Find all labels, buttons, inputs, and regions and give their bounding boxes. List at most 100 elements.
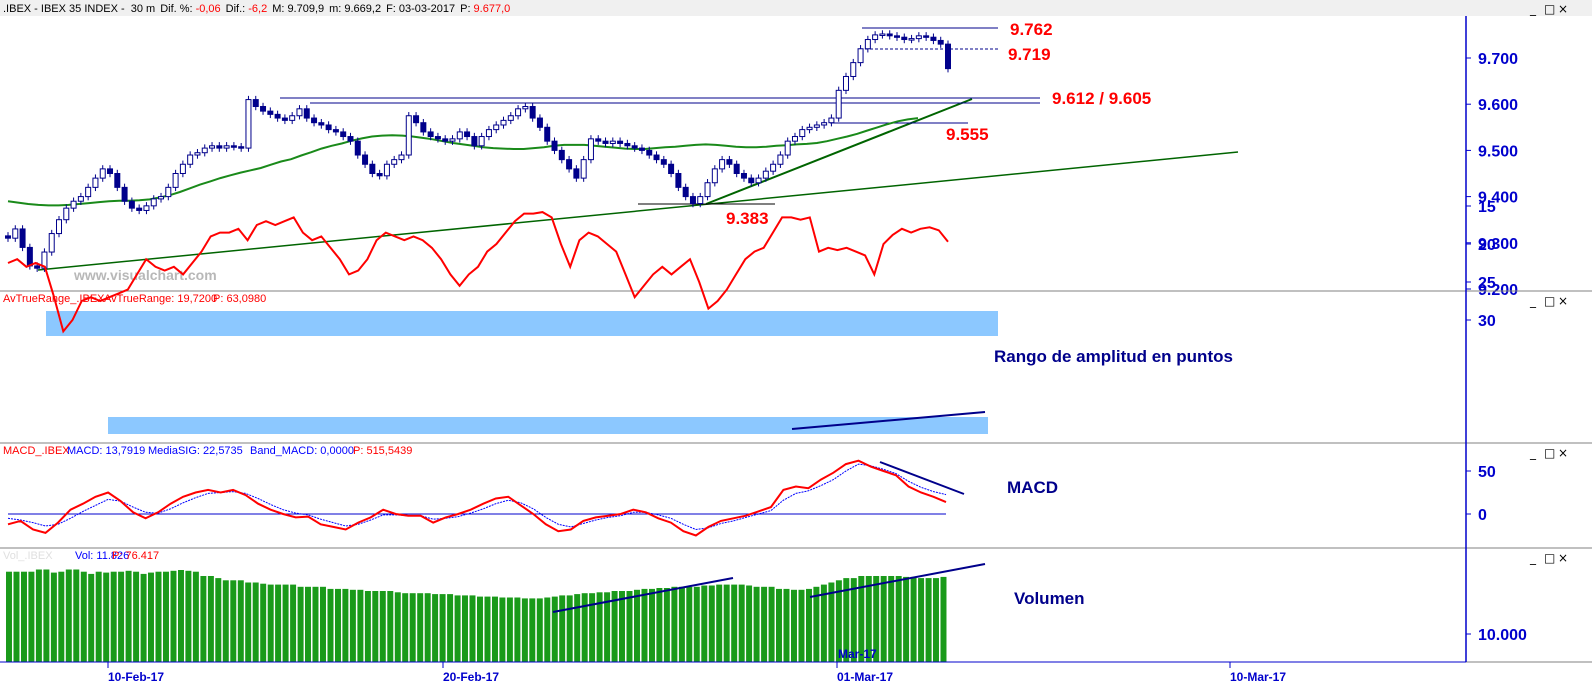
volume-bar [843,578,850,662]
candle-body [828,117,835,124]
candle-body [755,177,762,184]
candle-body [507,115,514,121]
volume-bar [424,593,431,662]
volume-bar [895,576,902,662]
volume-bar [372,591,379,662]
candle-body [12,228,19,239]
header-timeframe: 30 m [131,3,155,15]
volume-bar [506,597,513,662]
volume-bar [484,596,491,662]
candle-body [821,122,828,126]
volume-bar [813,586,820,663]
pane-window-button[interactable]: □ [1544,2,1555,16]
volume-bar [252,582,259,662]
pane-window-button[interactable]: □ [1544,551,1555,565]
candle-body [267,110,274,115]
volume-bar [611,591,618,662]
candle-body [923,35,930,38]
volume-bar [73,569,80,662]
candle-body [325,124,332,131]
volume-bar [761,586,768,663]
volume-bar [678,586,685,663]
candle-body [398,154,405,161]
macd-signal-line [7,463,947,531]
candle-body [296,108,303,117]
candle-body [551,140,558,151]
candle-body [63,207,70,221]
header-diffpct-label: Dif. %: [160,3,192,15]
volume-bar [297,586,304,663]
volume-trendline-2 [809,563,986,598]
pane-window-button[interactable]: □ [1544,446,1555,460]
candle-body [209,145,216,149]
candle-body [19,228,26,248]
candle-body [799,129,806,138]
candle-body [529,106,536,119]
volume-bar [222,580,229,662]
volume-bar [170,570,177,662]
volume-bar [312,586,319,663]
macd-trendline [879,461,965,495]
candle-body [332,129,339,133]
candle-body [478,136,485,147]
pane-window-button[interactable]: × [1558,446,1568,460]
volume-bar [708,585,715,662]
volume-bar [50,572,57,662]
pane-window-button[interactable]: _ [1529,2,1537,16]
volume-bar [641,588,648,662]
pane-window-button[interactable]: _ [1529,294,1537,308]
pane-window-button[interactable]: × [1558,551,1568,565]
volume-bar [581,593,588,662]
pane-window-button[interactable]: □ [1544,294,1555,308]
time-axis-label: 01-Mar-17 [837,670,893,684]
candle-body [252,99,259,108]
candle-body [56,219,63,235]
pane-window-button[interactable]: × [1558,294,1568,308]
candle-body [26,246,33,267]
candle-body [784,140,791,156]
time-axis-label: 10-Feb-17 [108,670,164,684]
candle-body [726,159,733,165]
volume-bar [634,589,640,662]
annotation-label: 9.762 [1010,20,1053,39]
pane-window-button[interactable]: _ [1529,446,1537,460]
volume-bar [163,571,169,662]
volume-bar [671,586,678,663]
pane-window-button[interactable]: × [1558,2,1568,16]
candle-body [354,140,361,156]
volume-bar [574,594,581,662]
candle-body [493,124,500,131]
pane-buttons[interactable]: _ □ ×_ □ ×_ □ ×_ □ × [1529,2,1568,565]
candle-body [92,177,99,188]
volume-bar [551,596,558,662]
volume-bar [379,591,386,662]
volume-bar [364,591,371,662]
atr-axis-label: 30 [1478,313,1496,330]
macd-header-signal: MediaSIG: 22,5735 [148,445,243,457]
candle-body [311,117,318,124]
volume-bar [327,588,334,662]
volume-bar [499,597,506,662]
candle-body [289,115,296,121]
volume-bar [888,576,895,662]
volume-bar [663,588,670,662]
volume-bar [918,578,925,662]
price-axis-label: 9.300 [1478,236,1518,253]
candle-body [391,159,398,165]
header-symbol: .IBEX - IBEX 35 INDEX - [3,3,128,15]
annotation-label: 9.719 [1008,45,1051,64]
volume-bar [439,594,446,662]
candle-body [260,106,267,112]
volume-bar [140,573,147,662]
volume-bar [95,571,102,662]
candle-body [864,39,871,50]
pane-window-button[interactable]: _ [1529,551,1537,565]
candle-body [646,149,653,156]
volume-bar [320,586,326,663]
candle-body [281,117,288,121]
candle-body [77,196,84,202]
long-term-trendline [37,151,1239,271]
macd-header-name: MACD_.IBEX [3,445,70,457]
volume-bar [35,569,42,662]
volume-bar [820,584,827,662]
